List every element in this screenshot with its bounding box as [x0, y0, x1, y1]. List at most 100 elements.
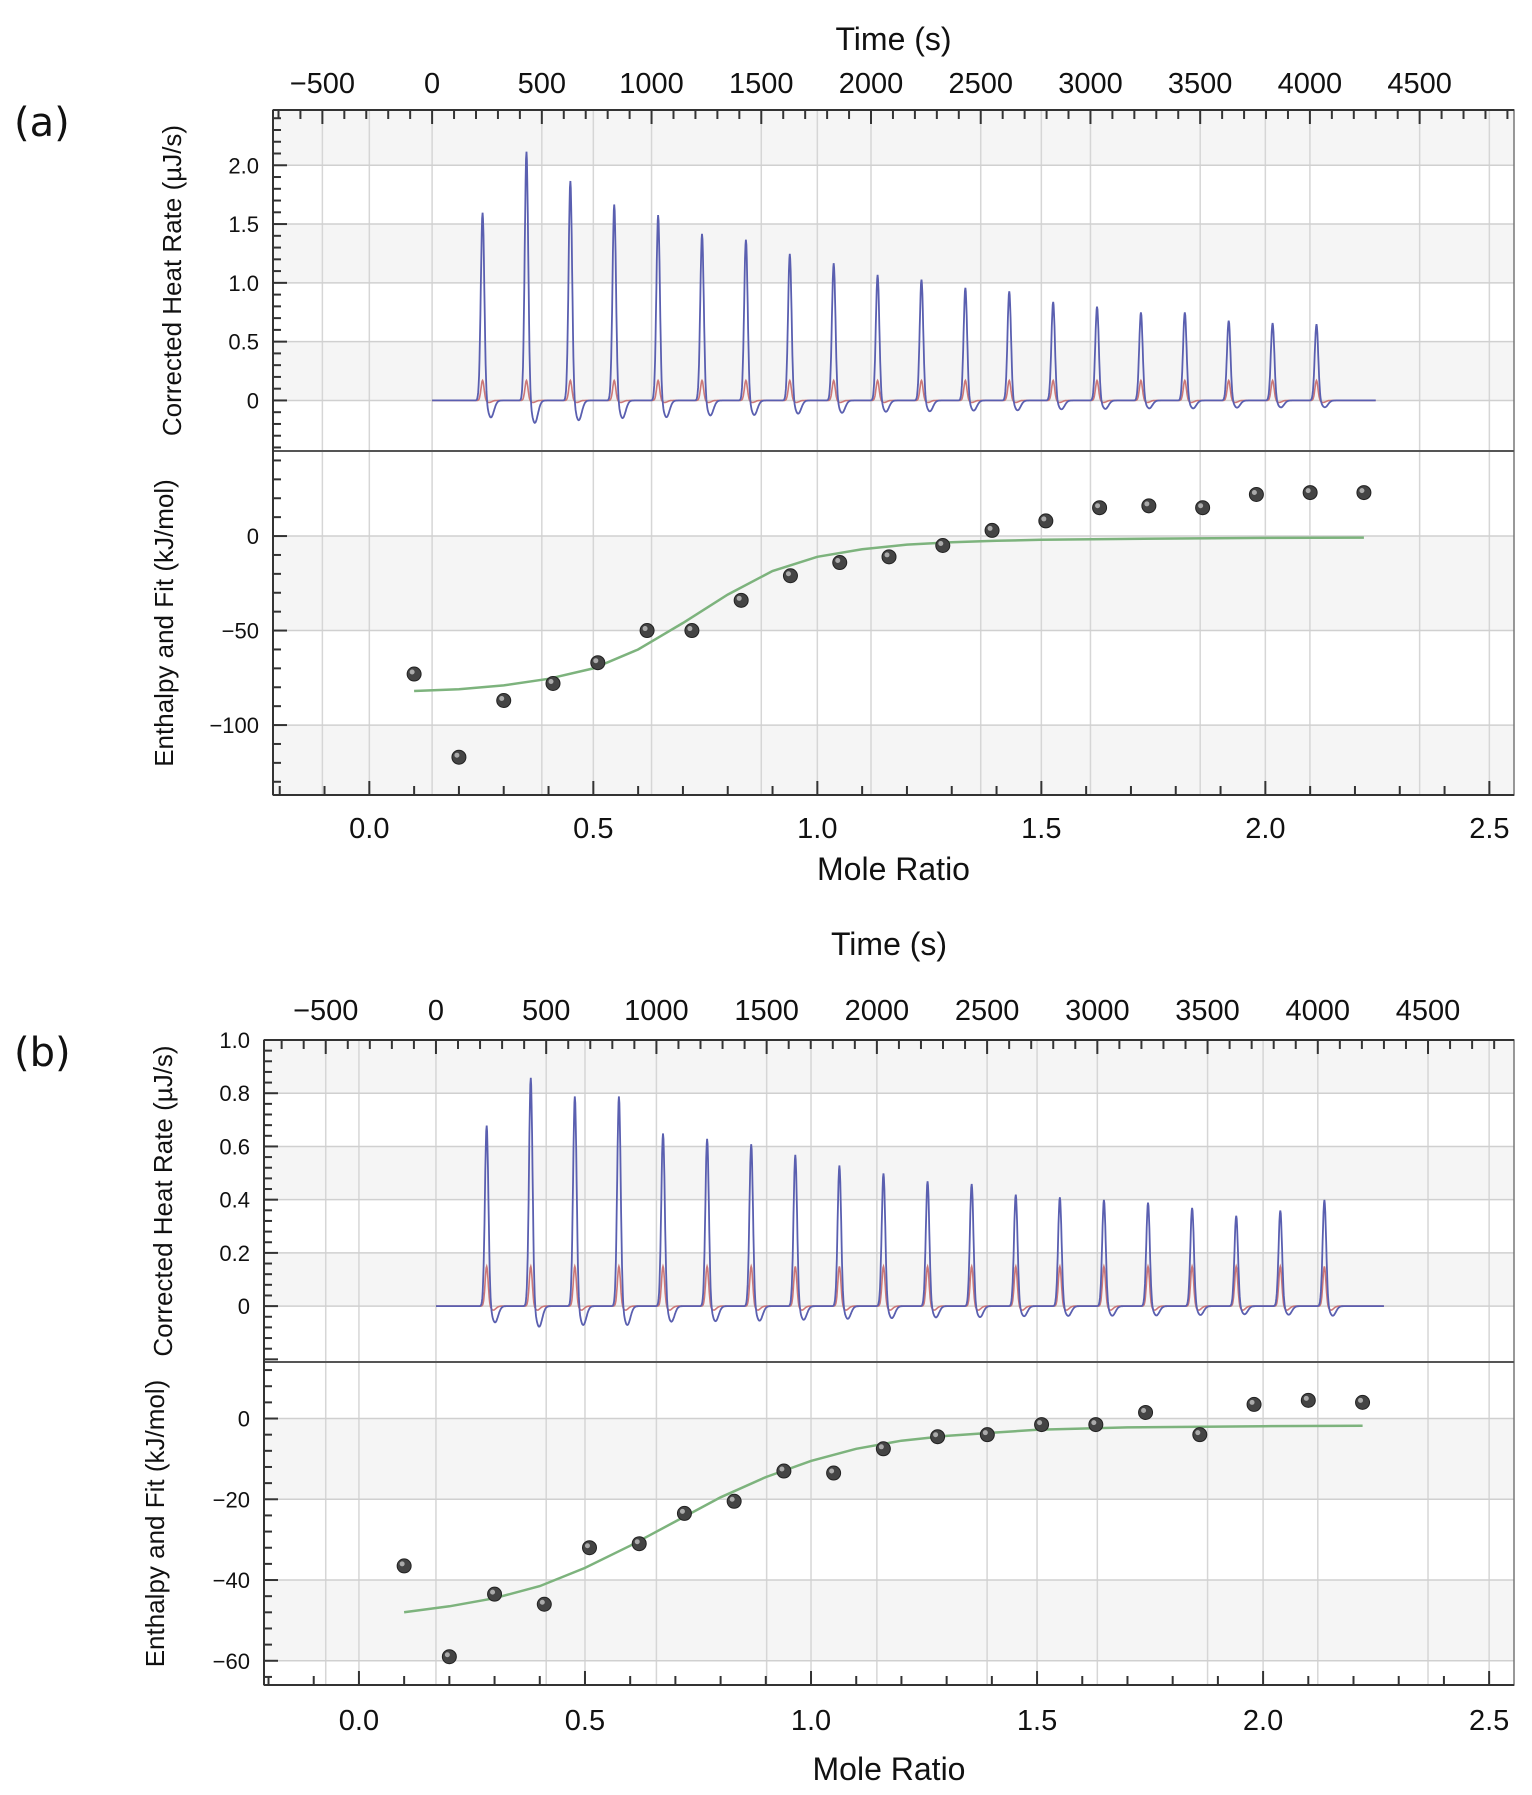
heat-axis-title: Corrected Heat Rate (µJ/s) — [157, 125, 187, 436]
enthalpy-point — [1355, 1394, 1371, 1410]
enthalpy-point — [1138, 1404, 1154, 1420]
top-tick-label: −500 — [293, 995, 358, 1027]
bottom-tick-label: 1.5 — [1021, 813, 1061, 845]
bottom-tick-label: 2.5 — [1469, 813, 1509, 845]
enthalpy-tick-label: −20 — [213, 1487, 250, 1512]
enthalpy-point-highlight — [878, 1444, 884, 1450]
enthalpy-tick-label: −50 — [222, 619, 259, 644]
enthalpy-point — [581, 1540, 597, 1556]
enthalpy-tick-label: −40 — [213, 1568, 250, 1593]
heat-tick-label: 0.2 — [219, 1241, 250, 1266]
enthalpy-point-highlight — [679, 1508, 685, 1514]
heat-tick-label: 0.4 — [219, 1188, 250, 1213]
enthalpy-axis-title: Enthalpy and Fit (kJ/mol) — [140, 1380, 170, 1668]
bottom-tick-label: 0.0 — [349, 813, 389, 845]
enthalpy-point — [881, 549, 897, 565]
enthalpy-point — [487, 1586, 503, 1602]
enthalpy-point — [984, 522, 1000, 538]
chart-panel-b: −500 0 500 1000 1500 2000 2500 3000 3500 4000 4500… — [140, 926, 1515, 1787]
heat-tick-label: 0 — [247, 388, 259, 413]
band-enthalpy — [264, 1418, 1514, 1500]
enthalpy-point — [726, 1493, 742, 1509]
top-axis-title: Time (s) — [835, 21, 951, 57]
heat-axis-title: Corrected Heat Rate (µJ/s) — [148, 1045, 178, 1356]
plot-area-b — [263, 1039, 1515, 1686]
enthalpy-point — [1088, 1417, 1104, 1433]
enthalpy-point — [1356, 485, 1372, 501]
enthalpy-point — [935, 538, 951, 554]
plot-area-a — [272, 109, 1515, 796]
top-tick-label: 4000 — [1286, 995, 1351, 1027]
enthalpy-point-highlight — [729, 1496, 735, 1502]
enthalpy-point-highlight — [454, 752, 460, 758]
enthalpy-point — [451, 749, 467, 765]
top-tick-label: 1500 — [729, 68, 794, 100]
enthalpy-tick-label: 0 — [247, 524, 259, 549]
enthalpy-point-highlight — [1041, 516, 1047, 522]
top-tick-label: 2000 — [839, 68, 904, 100]
enthalpy-point-highlight — [1195, 1430, 1201, 1436]
band-enthalpy — [273, 725, 1514, 795]
top-tick-label: −500 — [290, 68, 355, 100]
heat-tick-label: 0.6 — [219, 1134, 250, 1159]
enthalpy-point — [545, 675, 561, 691]
enthalpy-point-highlight — [687, 626, 693, 632]
enthalpy-point-highlight — [490, 1589, 496, 1595]
enthalpy-point — [733, 592, 749, 608]
enthalpy-point-highlight — [785, 571, 791, 577]
bottom-tick-label: 0.5 — [573, 813, 613, 845]
enthalpy-point-highlight — [829, 1468, 835, 1474]
enthalpy-point-highlight — [1091, 1420, 1097, 1426]
top-tick-label: 1500 — [734, 995, 799, 1027]
top-tick-label: 0 — [424, 68, 440, 100]
enthalpy-point — [441, 1649, 457, 1665]
bottom-tick-label: 2.0 — [1243, 1705, 1283, 1737]
enthalpy-point — [776, 1463, 792, 1479]
enthalpy-point-highlight — [399, 1561, 405, 1567]
enthalpy-axis-title: Enthalpy and Fit (kJ/mol) — [149, 479, 179, 767]
enthalpy-tick-label: 0 — [238, 1407, 250, 1432]
enthalpy-point — [1195, 500, 1211, 516]
enthalpy-point-highlight — [1249, 1399, 1255, 1405]
top-tick-label: 500 — [518, 68, 566, 100]
bottom-tick-label: 0.5 — [565, 1705, 605, 1737]
panel-label-a: (a) — [14, 100, 70, 146]
enthalpy-point — [639, 623, 655, 639]
enthalpy-point-highlight — [1095, 503, 1101, 509]
enthalpy-point — [396, 1558, 412, 1574]
enthalpy-point-highlight — [987, 525, 993, 531]
enthalpy-point-highlight — [1303, 1395, 1309, 1401]
top-tick-label: 3000 — [1065, 995, 1130, 1027]
enthalpy-point-highlight — [539, 1599, 545, 1605]
bottom-axis-title: Mole Ratio — [817, 851, 970, 887]
band-heat — [273, 224, 1514, 283]
heat-tick-label: 1.0 — [219, 1028, 250, 1053]
enthalpy-point — [1248, 486, 1264, 502]
bottom-tick-label: 0.0 — [339, 1705, 379, 1737]
band-heat — [273, 110, 1514, 166]
enthalpy-point-highlight — [1359, 488, 1365, 494]
series-sample — [436, 1077, 1384, 1328]
top-tick-label: 1000 — [624, 995, 689, 1027]
enthalpy-tick-label: −100 — [209, 713, 259, 738]
enthalpy-point-highlight — [779, 1466, 785, 1472]
enthalpy-point-highlight — [642, 626, 648, 632]
top-tick-label: 500 — [522, 995, 570, 1027]
heat-tick-label: 1.0 — [228, 271, 259, 296]
heat-tick-label: 0.8 — [219, 1081, 250, 1106]
enthalpy-point — [782, 568, 798, 584]
enthalpy-point-highlight — [1141, 1407, 1147, 1413]
enthalpy-point-highlight — [982, 1430, 988, 1436]
enthalpy-point-highlight — [584, 1543, 590, 1549]
top-tick-label: 4500 — [1387, 68, 1452, 100]
enthalpy-point — [406, 666, 422, 682]
plot-frame — [272, 109, 1515, 796]
panel-label-b: (b) — [14, 1030, 71, 1076]
enthalpy-point — [536, 1596, 552, 1612]
top-tick-label: 3000 — [1058, 68, 1123, 100]
top-tick-label: 4000 — [1278, 68, 1343, 100]
heat-tick-label: 1.5 — [228, 212, 259, 237]
enthalpy-point-highlight — [548, 678, 554, 684]
band-enthalpy — [264, 1580, 1514, 1661]
enthalpy-point-highlight — [1305, 488, 1311, 494]
